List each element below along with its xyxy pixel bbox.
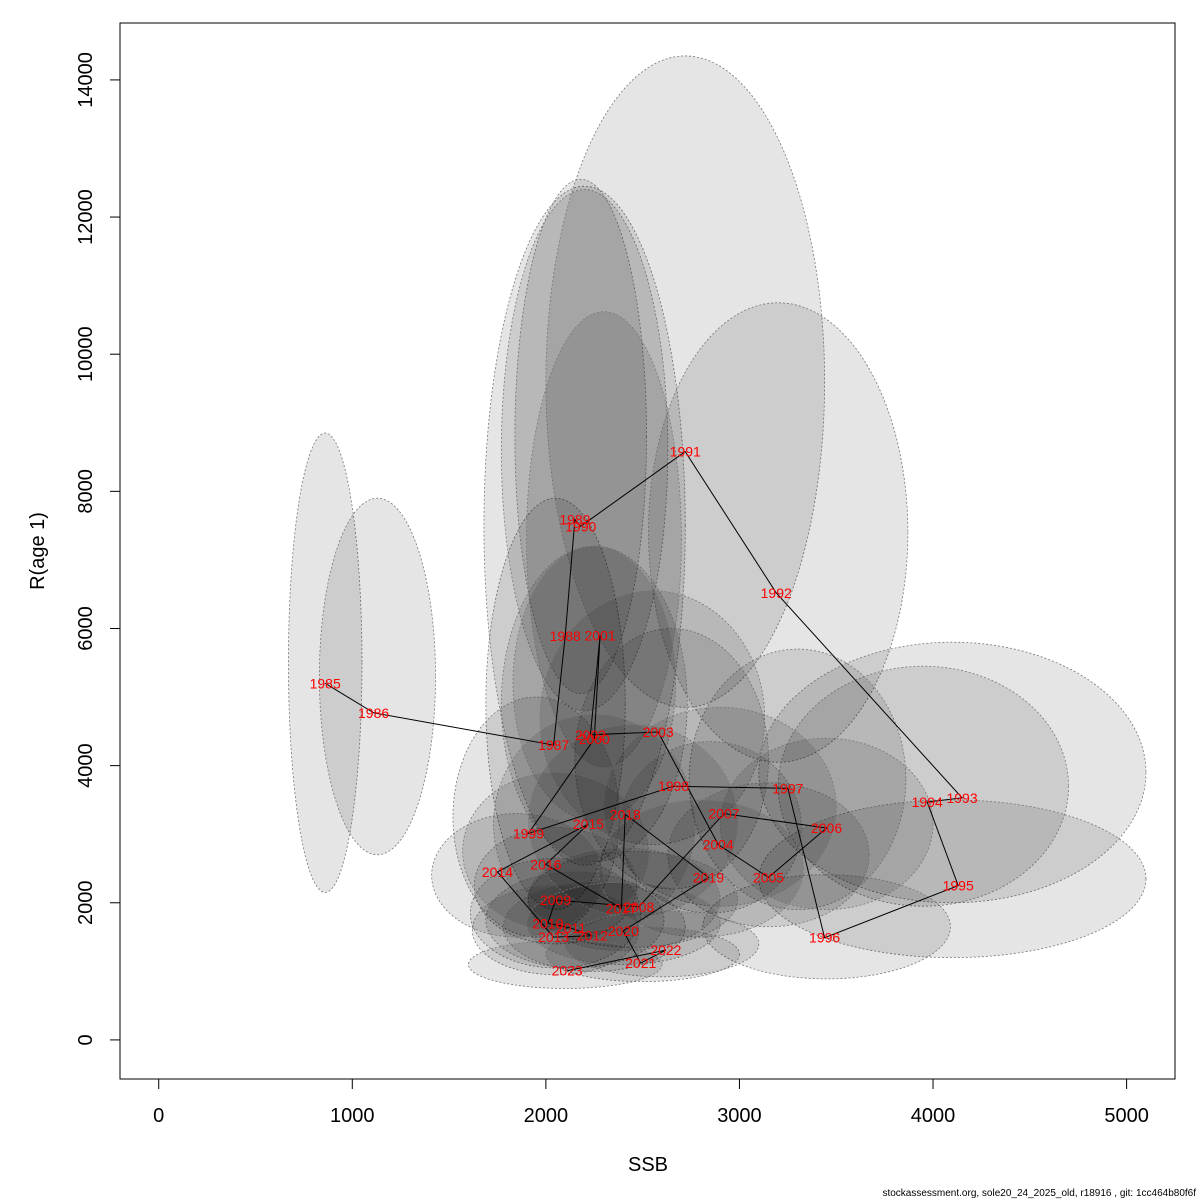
ellipse-1985 — [288, 432, 363, 893]
confidence-ellipses — [288, 55, 1147, 989]
ellipse-2007 — [603, 706, 837, 907]
year-label-1991: 1991 — [670, 444, 701, 460]
ellipse-1995 — [758, 799, 1147, 959]
x-tick-label: 1000 — [330, 1105, 375, 1127]
ellipse-1987 — [485, 497, 626, 911]
ellipse-2023 — [468, 940, 663, 989]
year-label-1990: 1990 — [565, 518, 596, 534]
year-label-1997: 1997 — [772, 780, 803, 796]
year-label-2000: 2000 — [579, 731, 610, 747]
ellipse-2014 — [431, 813, 603, 938]
year-label-2011: 2011 — [556, 920, 586, 936]
year-label-1994: 1994 — [912, 794, 943, 810]
x-axis: 0 1000 2000 3000 4000 5000 — [153, 1078, 1149, 1127]
year-label-2003: 2003 — [643, 724, 674, 740]
y-tick-label: 8000 — [75, 469, 97, 514]
ellipse-1993 — [758, 641, 1147, 904]
year-label-2010: 2010 — [532, 915, 563, 931]
year-label-2002: 2002 — [575, 727, 606, 743]
year-label-2021: 2021 — [625, 955, 656, 971]
ellipse-2000 — [500, 545, 688, 863]
ellipse-2005 — [667, 782, 870, 928]
y-tick-label: 6000 — [75, 606, 97, 651]
year-label-1988: 1988 — [550, 628, 581, 644]
year-label-1985: 1985 — [310, 675, 341, 691]
year-label-2008: 2008 — [623, 899, 654, 915]
x-tick-label: 4000 — [911, 1105, 956, 1127]
ellipse-2004 — [619, 741, 802, 914]
year-label-1995: 1995 — [943, 878, 974, 894]
y-axis: 0 2000 4000 6000 8000 10000 12000 14000 — [75, 52, 121, 1045]
year-label-2005: 2005 — [753, 869, 784, 885]
year-label-2009: 2009 — [540, 892, 571, 908]
year-label-1999: 1999 — [513, 826, 544, 842]
ellipse-2021 — [545, 926, 740, 983]
year-label-2007: 2007 — [708, 806, 739, 822]
y-tick-label: 12000 — [75, 189, 97, 245]
year-label-2018: 2018 — [610, 806, 641, 822]
ellipse-2006 — [719, 737, 934, 911]
year-label-2020: 2020 — [608, 923, 639, 939]
ellipse-2002 — [512, 545, 676, 821]
year-label-2015: 2015 — [573, 816, 604, 832]
year-label-1989: 1989 — [559, 511, 590, 527]
ellipse-1991 — [545, 55, 826, 708]
ellipse-2008 — [528, 850, 738, 948]
ellipse-2016 — [462, 772, 649, 931]
y-tick-label: 2000 — [75, 881, 97, 926]
year-label-1998: 1998 — [658, 778, 689, 794]
ellipse-1986 — [318, 497, 436, 856]
ellipse-1988 — [483, 185, 686, 866]
x-tick-label: 3000 — [717, 1105, 762, 1127]
ellipse-2003 — [539, 590, 766, 845]
y-tick-label: 10000 — [75, 326, 97, 382]
year-label-1996: 1996 — [809, 930, 840, 946]
year-labels: 1985198619871988198919901991199219931994… — [310, 444, 978, 979]
ellipse-2020 — [526, 881, 721, 965]
year-label-2001: 2001 — [584, 627, 615, 643]
ellipse-1996 — [702, 874, 951, 980]
trajectory-line — [324, 450, 964, 972]
y-tick-label: 4000 — [75, 743, 97, 788]
x-tick-label: 2000 — [524, 1105, 569, 1127]
ellipse-1990 — [500, 189, 669, 712]
footer-note: stockassessment.org, sole20_24_2025_old,… — [882, 1188, 1196, 1199]
year-label-2004: 2004 — [703, 836, 734, 852]
ellipse-2001 — [526, 311, 682, 768]
year-label-2019: 2019 — [693, 869, 724, 885]
x-axis-title: SSB — [628, 1154, 668, 1176]
year-label-2017: 2017 — [606, 900, 637, 916]
year-label-1986: 1986 — [358, 705, 389, 721]
y-tick-label: 0 — [75, 1034, 97, 1045]
year-label-1992: 1992 — [761, 585, 792, 601]
year-label-2016: 2016 — [530, 856, 561, 872]
year-label-1993: 1993 — [946, 790, 977, 806]
ellipse-1989 — [514, 178, 647, 695]
year-label-1987: 1987 — [538, 737, 569, 753]
ellipse-1994 — [777, 665, 1069, 907]
ellipse-1997 — [688, 648, 907, 911]
ellipse-2011 — [485, 871, 665, 969]
year-label-2013: 2013 — [538, 929, 569, 945]
year-label-2023: 2023 — [552, 963, 583, 979]
ellipse-1999 — [452, 696, 620, 938]
trajectory-polyline — [324, 450, 964, 972]
year-label-2006: 2006 — [811, 820, 842, 836]
ellipse-2022 — [564, 910, 760, 978]
year-label-2022: 2022 — [650, 942, 681, 958]
ellipse-2017 — [526, 847, 721, 952]
year-label-2012: 2012 — [577, 928, 608, 944]
ellipse-2015 — [493, 713, 696, 935]
x-tick-label: 0 — [153, 1105, 164, 1127]
ellipse-1992 — [648, 302, 909, 763]
y-tick-label: 14000 — [75, 52, 97, 108]
x-tick-label: 5000 — [1104, 1105, 1149, 1127]
year-label-2014: 2014 — [482, 864, 513, 880]
ellipse-2019 — [597, 799, 804, 938]
y-axis-title: R(age 1) — [27, 512, 49, 590]
